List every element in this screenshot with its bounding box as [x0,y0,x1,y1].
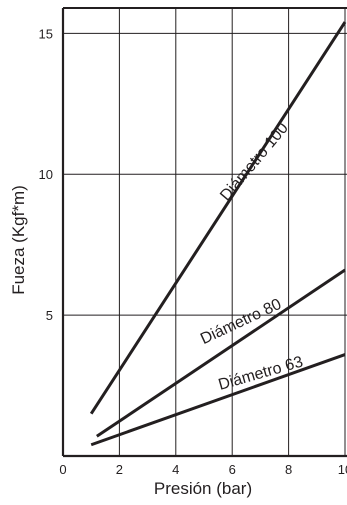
y-axis-title: Fueza (Kgf*m) [9,185,28,295]
x-tick-label-0: 0 [59,462,66,477]
x-tick-label-4: 4 [172,462,179,477]
y-tick-label-10: 10 [39,167,53,182]
series-line-3 [90,353,346,447]
series-line-1 [89,21,347,415]
y-tick-label-5: 5 [46,308,53,323]
x-tick-label-6: 6 [229,462,236,477]
x-axis-title: Presión (bar) [154,479,252,498]
x-tick-label-10: 10 [338,462,347,477]
axes [61,7,347,458]
x-tick-label-8: 8 [285,462,292,477]
grid [63,8,347,456]
x-tick-label-2: 2 [116,462,123,477]
series-line-2 [96,268,346,438]
series-group [89,21,347,447]
y-tick-label-15: 15 [39,26,53,41]
series-label-1: Diámetro 100 [217,120,292,205]
